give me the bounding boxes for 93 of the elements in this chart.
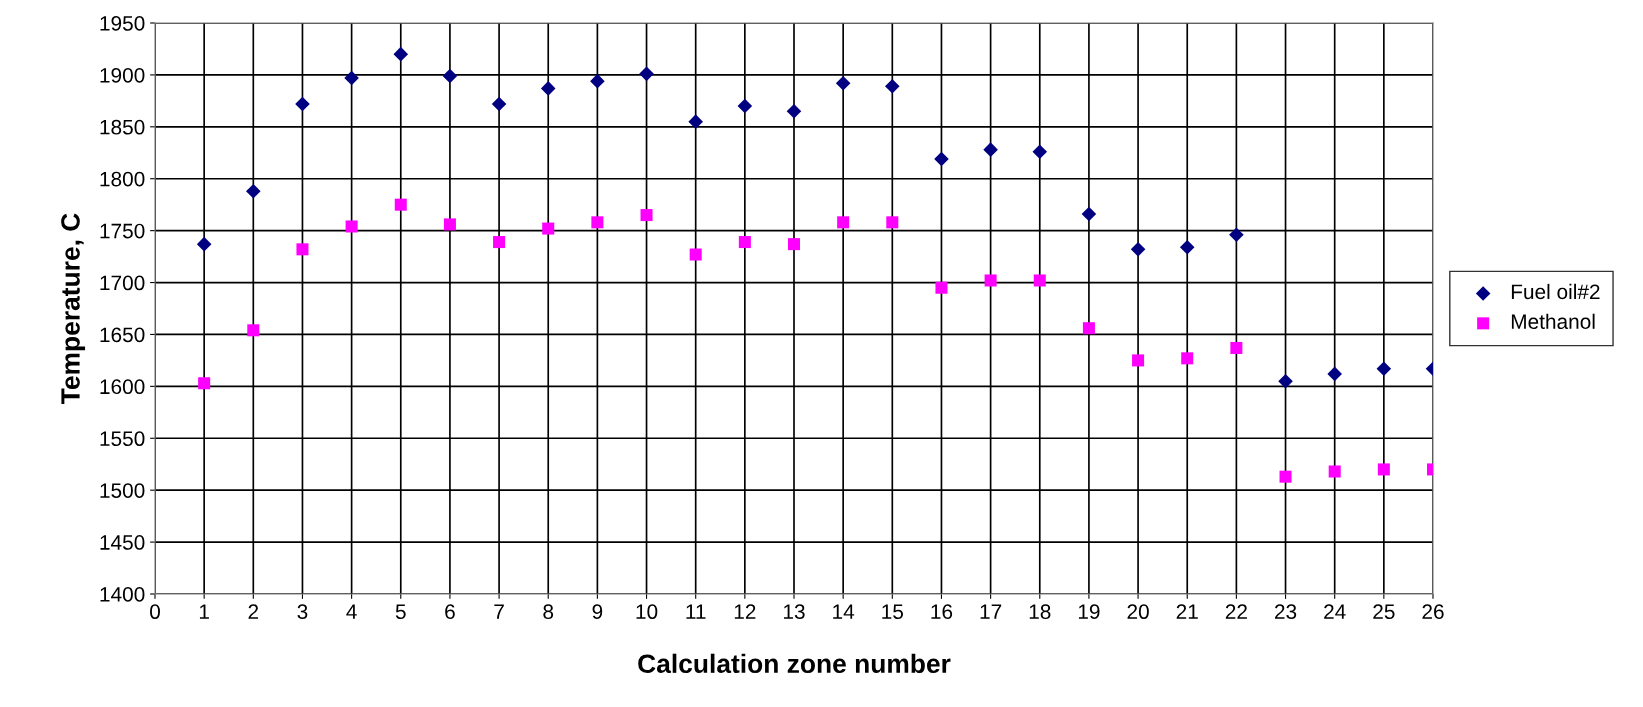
point bbox=[983, 142, 998, 157]
x-tick-label: 25 bbox=[1373, 604, 1395, 620]
x-tick-label: 13 bbox=[784, 604, 805, 620]
point bbox=[1328, 465, 1341, 478]
x-tick-label: 21 bbox=[1176, 604, 1198, 619]
point bbox=[246, 183, 261, 199]
point bbox=[393, 46, 409, 62]
x-tick-label: 0 bbox=[150, 604, 160, 620]
point bbox=[345, 220, 358, 233]
point bbox=[787, 238, 801, 251]
y-tick-label: 1500 bbox=[100, 483, 145, 498]
point bbox=[738, 236, 751, 249]
x-tick-label: 14 bbox=[833, 604, 855, 619]
y-tick-label: 1550 bbox=[100, 431, 145, 447]
point bbox=[737, 98, 753, 114]
x-tick-label: 22 bbox=[1225, 604, 1247, 619]
x-tick-label: 18 bbox=[1029, 604, 1051, 620]
legend-label: Methanol bbox=[1511, 313, 1595, 330]
point bbox=[984, 274, 997, 287]
point bbox=[540, 81, 556, 96]
y-tick-label: 1450 bbox=[100, 535, 145, 550]
point bbox=[689, 248, 702, 261]
point bbox=[1181, 352, 1194, 365]
y-tick-label: 1950 bbox=[100, 16, 145, 31]
x-tick-label: 24 bbox=[1324, 604, 1346, 619]
x-tick-label: 9 bbox=[592, 604, 603, 620]
x-tick-label: 17 bbox=[980, 604, 1002, 619]
x-tick-label: 20 bbox=[1127, 604, 1149, 620]
x-tick-label: 26 bbox=[1422, 604, 1444, 620]
x-tick-label: 10 bbox=[636, 604, 658, 620]
point bbox=[1279, 470, 1292, 483]
point bbox=[886, 216, 899, 229]
point bbox=[198, 377, 211, 390]
point bbox=[1132, 354, 1145, 367]
y-tick-label: 1700 bbox=[100, 275, 145, 291]
x-tick-label: 2 bbox=[248, 604, 259, 619]
point bbox=[591, 216, 604, 229]
point bbox=[1179, 239, 1195, 255]
point bbox=[1229, 227, 1244, 243]
y-tick-label: 1850 bbox=[100, 119, 145, 135]
x-tick-label: 3 bbox=[297, 604, 308, 620]
y-axis-title: Temperature, C bbox=[61, 213, 86, 405]
x-tick-label: 8 bbox=[543, 604, 554, 620]
x-tick-label: 23 bbox=[1275, 604, 1297, 620]
point bbox=[934, 151, 949, 167]
point bbox=[295, 96, 310, 112]
point bbox=[885, 79, 900, 94]
point bbox=[1033, 274, 1046, 287]
point bbox=[1032, 144, 1048, 160]
point bbox=[1376, 361, 1392, 376]
point bbox=[786, 103, 802, 119]
y-tick-label: 1800 bbox=[100, 171, 145, 187]
point bbox=[837, 216, 850, 229]
point bbox=[442, 68, 458, 84]
point bbox=[296, 243, 309, 256]
x-axis-title: Calculation zone number bbox=[638, 653, 951, 674]
point bbox=[688, 114, 703, 129]
point bbox=[344, 70, 359, 86]
y-tick-label: 1600 bbox=[100, 379, 145, 395]
x-tick-label: 12 bbox=[734, 604, 756, 619]
legend-label: Fuel oil#2 bbox=[1511, 283, 1600, 300]
point bbox=[1230, 341, 1243, 354]
y-tick-label: 1400 bbox=[100, 587, 145, 602]
x-tick-label: 7 bbox=[494, 604, 504, 619]
point bbox=[935, 281, 948, 294]
x-tick-label: 15 bbox=[882, 604, 904, 620]
x-tick-label: 4 bbox=[346, 604, 357, 619]
point bbox=[1377, 463, 1390, 476]
x-tick-label: 11 bbox=[686, 604, 706, 619]
point bbox=[1130, 242, 1146, 257]
point bbox=[196, 236, 212, 252]
x-tick-label: 1 bbox=[199, 604, 209, 619]
point bbox=[443, 218, 456, 231]
x-tick-label: 19 bbox=[1078, 604, 1100, 620]
point bbox=[639, 66, 654, 82]
y-tick-label: 1750 bbox=[100, 223, 145, 239]
point bbox=[590, 73, 605, 89]
point bbox=[1278, 373, 1293, 389]
y-tick-label: 1650 bbox=[100, 327, 145, 343]
point bbox=[247, 324, 260, 337]
point bbox=[491, 96, 507, 112]
x-tick-label: 16 bbox=[931, 604, 953, 620]
x-tick-label: 6 bbox=[445, 604, 455, 620]
point bbox=[1327, 366, 1342, 382]
x-tick-label: 5 bbox=[395, 604, 406, 620]
point bbox=[542, 222, 555, 235]
point bbox=[394, 198, 407, 211]
point bbox=[1082, 322, 1095, 335]
point bbox=[640, 209, 653, 222]
point bbox=[835, 75, 851, 91]
point bbox=[1081, 206, 1097, 222]
y-tick-label: 1900 bbox=[100, 67, 145, 83]
point bbox=[493, 236, 506, 249]
